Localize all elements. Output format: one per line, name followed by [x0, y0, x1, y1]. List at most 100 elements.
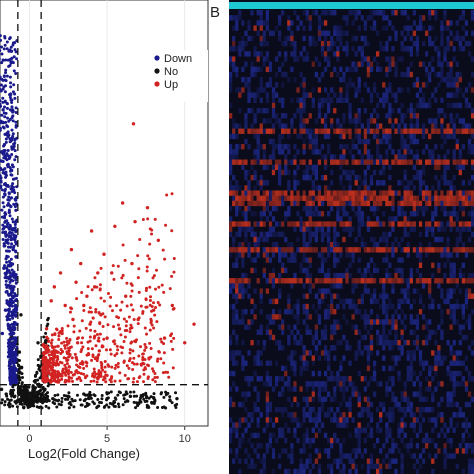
heatmap-cell — [470, 190, 474, 196]
heatmap-cell — [360, 350, 364, 356]
cloud-point — [11, 108, 15, 112]
heatmap-cell — [327, 272, 331, 279]
cloud-point — [138, 398, 142, 402]
heatmap-cell — [311, 102, 315, 109]
heatmap-cell — [437, 432, 441, 439]
heatmap-cell — [394, 247, 398, 253]
heatmap-cell — [296, 200, 300, 207]
heatmap-cell — [342, 236, 346, 243]
heatmap-cell — [299, 71, 303, 78]
heatmap-cell — [418, 278, 423, 284]
heatmap-cell — [293, 77, 297, 83]
cloud-point — [135, 380, 139, 384]
cloud-point — [2, 205, 6, 209]
heatmap-cell — [299, 422, 303, 428]
heatmap-cell — [409, 46, 413, 52]
heatmap-cell — [302, 97, 306, 103]
heatmap-cell — [229, 87, 233, 93]
heatmap-cell — [348, 174, 352, 181]
heatmap-cell — [232, 128, 236, 134]
heatmap-cell — [256, 236, 260, 243]
heatmap-cell — [311, 180, 315, 186]
heatmap-cell — [351, 391, 355, 397]
heatmap-cell — [299, 370, 303, 377]
heatmap-cell — [238, 293, 242, 299]
heatmap-cell — [351, 20, 355, 26]
heatmap-panel — [229, 0, 474, 474]
heatmap-cell — [418, 422, 423, 428]
heatmap-cell — [428, 334, 432, 341]
cloud-point — [5, 47, 9, 51]
heatmap-cell — [268, 278, 273, 284]
heatmap-cell — [415, 138, 420, 145]
heatmap-cell — [418, 15, 423, 21]
heatmap-cell — [382, 138, 386, 145]
cloud-point — [50, 368, 54, 372]
heatmap-cell — [284, 123, 288, 129]
heatmap-cell — [418, 61, 423, 67]
heatmap-cell — [271, 247, 276, 253]
heatmap-cell — [369, 412, 374, 418]
heatmap-cell — [339, 283, 343, 289]
heatmap-cell — [229, 247, 233, 253]
point-up — [71, 317, 75, 322]
heatmap-cell — [409, 107, 413, 114]
cloud-point — [107, 364, 111, 368]
cloud-point — [96, 339, 100, 343]
heatmap-cell — [449, 303, 453, 310]
heatmap-cell — [247, 51, 251, 57]
heatmap-cell — [425, 334, 429, 341]
heatmap-cell — [400, 334, 404, 341]
heatmap-cell — [265, 314, 270, 320]
heatmap-cell — [244, 61, 248, 67]
heatmap-cell — [369, 15, 374, 21]
heatmap-cell — [400, 159, 404, 165]
heatmap-cell — [293, 144, 297, 150]
cloud-point — [175, 402, 179, 406]
heatmap-cell — [241, 128, 245, 134]
cloud-point — [9, 85, 13, 89]
heatmap-cell — [250, 66, 254, 73]
heatmap-cell — [290, 30, 294, 36]
heatmap-cell — [400, 236, 404, 243]
cloud-point — [11, 227, 15, 231]
heatmap-cell — [440, 360, 444, 366]
cloud-point — [130, 340, 134, 344]
heatmap-cell — [382, 278, 386, 284]
heatmap-cell — [397, 422, 401, 428]
heatmap-cell — [284, 370, 288, 377]
cloud-point — [9, 196, 13, 200]
heatmap-cell — [458, 288, 462, 294]
heatmap-cell — [376, 422, 380, 428]
heatmap-cell — [278, 169, 282, 176]
heatmap-cell — [229, 396, 233, 403]
heatmap-cell — [446, 133, 450, 140]
heatmap-cell — [293, 226, 297, 232]
heatmap-cell — [461, 412, 466, 418]
cloud-point — [9, 45, 13, 49]
heatmap-cell — [235, 211, 239, 217]
heatmap-cell — [388, 133, 392, 140]
heatmap-cell — [391, 376, 395, 382]
heatmap-cell — [363, 334, 368, 341]
cloud-point — [9, 205, 13, 209]
heatmap-cell — [250, 231, 254, 238]
heatmap-cell — [418, 185, 423, 191]
heatmap-cell — [415, 345, 420, 351]
heatmap-cell — [437, 200, 441, 207]
heatmap-cell — [440, 97, 444, 103]
cloud-point — [89, 396, 93, 400]
heatmap-cell — [253, 169, 257, 176]
heatmap-cell — [421, 82, 426, 88]
heatmap-cell — [425, 144, 429, 150]
heatmap-cell — [400, 437, 404, 444]
heatmap-cell — [336, 247, 340, 253]
heatmap-cell — [369, 350, 374, 356]
cloud-point — [69, 376, 73, 380]
heatmap-cell — [366, 56, 371, 62]
heatmap-cell — [232, 319, 236, 325]
heatmap-cell — [232, 242, 236, 248]
heatmap-cell — [293, 221, 297, 227]
heatmap-cell — [437, 82, 441, 88]
heatmap-cell — [241, 242, 245, 248]
